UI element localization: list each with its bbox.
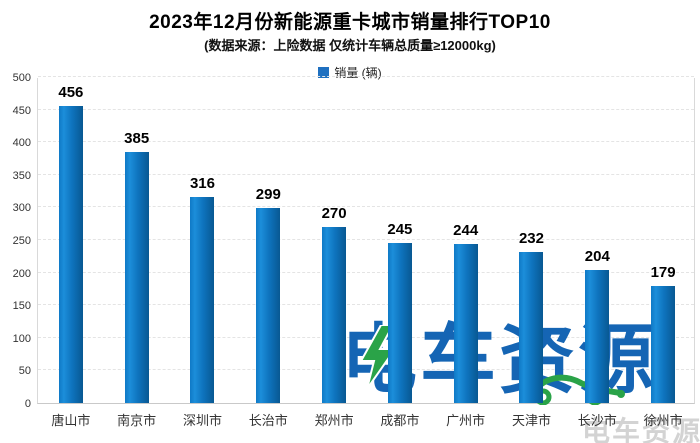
gridline [38,206,694,208]
gridline [38,304,694,306]
x-axis-label: 长沙市 [577,413,617,428]
bar-slot: 270 郑州市 [301,78,367,428]
y-tick-label: 0 [24,398,31,410]
x-axis-label: 南京市 [117,413,157,428]
bar-value-label: 204 [584,248,610,265]
y-tick-label: 300 [12,202,31,215]
bar [651,286,676,403]
plot-area: 电车资源 456唐山市385南京市316深圳市299长治市270郑州市245成都… [37,76,696,428]
x-axis-label: 深圳市 [182,413,222,428]
gridline [38,271,694,273]
chart-subtitle: (数据来源：上险数据 仅统计车辆总质量≥12000kg) [204,38,496,53]
y-tick-label: 200 [12,267,31,280]
x-axis-label: 徐州市 [643,413,683,428]
y-tick-label: 50 [18,365,31,378]
y-tick-label: 450 [12,104,31,117]
y-tick-label: 150 [12,300,31,313]
bar-slot: 316 深圳市 [170,78,236,428]
bar-value-label: 179 [650,264,676,282]
bar-value-label: 385 [124,129,150,147]
bar-slot: 244 广州市 [433,78,499,428]
bar-slot: 299 长治市 [235,78,301,428]
bar-slot: 245 成都市 [367,78,433,428]
bar [387,243,412,403]
bar [585,270,610,403]
bar-value-label: 244 [453,221,479,239]
bar-value-label: 299 [255,186,281,204]
bar-value-label: 270 [321,204,347,222]
bar-slot: 456 唐山市 [38,78,104,428]
y-tick-label: 100 [12,332,31,345]
y-tick-label: 250 [12,235,31,247]
x-axis-label: 天津市 [511,413,551,428]
bar [322,226,347,403]
x-axis-label: 长治市 [248,413,288,428]
x-axis-label: 成都市 [380,413,420,428]
gridline [38,141,694,143]
y-tick-label: 350 [12,169,31,182]
bar [256,208,281,403]
bar-slot: 204 长沙市 [564,78,630,428]
bar-slot: 179 徐州市 [630,78,696,428]
gridline [38,108,694,110]
bar-value-label: 245 [387,221,413,239]
bar [453,243,478,403]
bar-slot: 385 南京市 [104,78,170,428]
bar-value-label: 316 [189,174,215,192]
bar-slot: 232 天津市 [499,78,565,428]
y-tick-label: 500 [12,72,31,84]
legend-swatch-icon [318,67,330,78]
bar-value-label: 456 [58,83,84,101]
bar-value-label: 232 [518,229,544,247]
chart-title: 2023年12月份新能源重卡城市销量排行TOP10 [149,12,551,33]
gridline [38,239,694,240]
bar [519,251,544,403]
x-axis-label: 郑州市 [314,413,354,428]
x-axis-label: 广州市 [446,413,486,428]
bar [58,105,83,403]
gridline [38,173,694,175]
gridline [38,76,694,77]
y-tick-label: 400 [12,137,31,150]
bar [190,196,215,403]
bar [124,151,149,403]
x-axis-label: 唐山市 [51,413,91,428]
